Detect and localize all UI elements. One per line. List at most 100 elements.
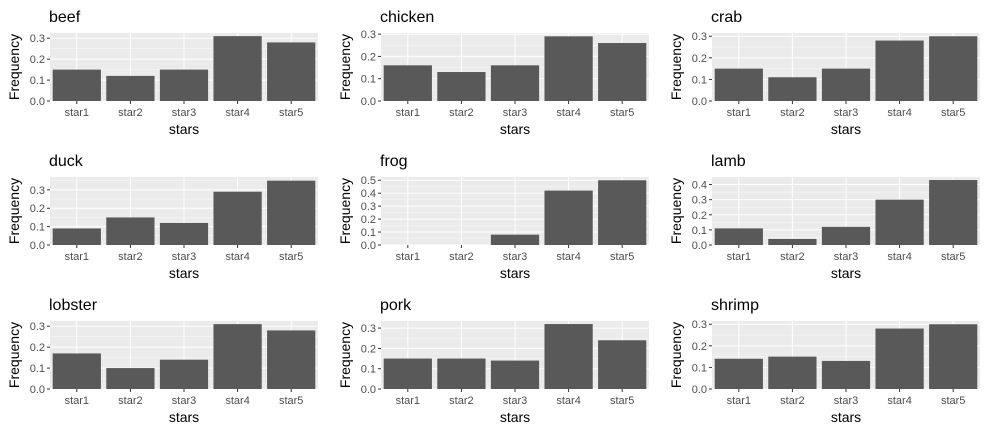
y-axis-title: Frequency [668,34,684,100]
y-tick-label: 0.1 [30,363,45,375]
bar-star4 [875,40,924,101]
bar-star4 [875,328,924,389]
x-tick-label: star3 [503,395,527,407]
y-tick-label: 0.1 [692,225,707,237]
x-tick-label: star1 [727,395,751,407]
bar-star1 [52,69,101,101]
panel-title: lobster [49,297,98,314]
y-tick-label: 0.1 [692,74,707,86]
y-tick-label: 0.0 [361,240,376,252]
bar-star3 [490,234,540,245]
x-tick-label: star4 [556,107,580,119]
bar-star5 [267,330,316,389]
facet-lamb: 0.0 0.1 0.2 0.3 0.4 star1 star2 star3 star4 star5… [668,153,980,281]
bar-star4 [544,36,593,101]
x-tick-label: star5 [610,395,634,407]
x-tick-label: star2 [780,107,804,119]
x-tick-label: star1 [65,395,89,407]
panel-title: crab [711,9,742,26]
x-axis-title: stars [169,265,199,281]
x-tick-label: star5 [610,107,634,119]
x-axis-title: stars [500,409,530,425]
x-tick-label: star4 [887,107,911,119]
bar-star5 [598,340,647,389]
y-tick-label: 0.3 [361,323,376,335]
bar-star2 [768,77,817,101]
x-tick-label: star4 [225,107,249,119]
bar-star3 [821,360,871,389]
bar-star3 [159,222,209,245]
y-axis-title: Frequency [6,34,22,100]
x-tick-label: star1 [396,395,420,407]
y-tick-label: 0.4 [692,180,707,192]
y-tick-label: 0.2 [692,53,707,65]
bar-star4 [544,324,593,389]
facet-chicken: 0.0 0.1 0.2 0.3 star1 star2 star3 star4 star5 sta… [337,9,649,137]
y-tick-label: 0.3 [30,185,45,197]
x-tick-label: star2 [780,251,804,263]
facet-frog: 0.00.10.20.30.40.5 star1 star2 star3 star4 st… [337,153,649,281]
y-tick-label: 0.3 [692,319,707,331]
facet-pork: 0.0 0.1 0.2 0.3 star1 star2 star3 star4 star5 sta… [337,297,649,425]
x-tick-label: star4 [556,251,580,263]
x-tick-label: star2 [449,395,473,407]
y-tick-label: 0.0 [692,240,707,252]
x-tick-label: star5 [941,251,965,263]
x-tick-label: star4 [556,395,580,407]
x-tick-label: star3 [834,251,858,263]
x-tick-label: star5 [279,251,303,263]
x-tick-label: star5 [279,107,303,119]
y-tick-label: 0.3 [692,31,707,43]
bar-star1 [52,228,101,245]
y-tick-label: 0.2 [30,203,45,215]
x-tick-label: star3 [834,395,858,407]
x-axis-title: stars [500,265,530,281]
x-tick-label: star5 [610,251,634,263]
x-tick-label: star3 [834,107,858,119]
bar-star3 [490,65,540,101]
bar-star2 [768,238,817,245]
x-axis-title: stars [500,121,530,137]
y-tick-label: 0.0 [692,96,707,108]
bar-star1 [714,358,763,389]
y-tick-label: 0.3 [30,33,45,45]
y-tick-label: 0.2 [30,54,45,66]
y-tick-label: 0.1 [30,75,45,87]
x-tick-label: star5 [941,107,965,119]
y-axis-title: Frequency [337,34,353,100]
y-tick-label: 0.2 [361,343,376,355]
bar-star1 [383,358,432,389]
bar-star1 [383,65,432,101]
facet-duck: 0.0 0.1 0.2 0.3 star1 star2 star3 star4 star5 sta… [6,153,318,281]
y-axis-title: Frequency [6,322,22,388]
x-tick-label: star4 [887,395,911,407]
bar-star4 [213,324,262,389]
x-axis-title: stars [831,409,861,425]
bar-star3 [159,69,209,101]
x-axis-title: stars [831,121,861,137]
x-tick-label: star4 [887,251,911,263]
y-tick-label: 0.1 [30,222,45,234]
bar-star2 [768,356,817,389]
bar-star5 [598,43,647,101]
bar-star3 [490,360,540,389]
bar-star2 [437,72,486,101]
y-tick-label: 0.0 [692,384,707,396]
bar-star5 [929,36,978,101]
bar-star1 [714,228,763,245]
bar-star1 [52,353,101,389]
y-axis-title: Frequency [668,178,684,244]
y-tick-label: 0.4 [361,188,376,200]
bar-star3 [821,68,871,101]
bar-star2 [437,358,486,389]
y-tick-label: 0.0 [361,384,376,396]
bar-star4 [213,191,262,245]
y-tick-label: 0.1 [361,364,376,376]
panel-title: duck [49,153,84,170]
y-axis-title: Frequency [6,178,22,244]
y-axis-title: Frequency [337,178,353,244]
x-tick-label: star3 [503,251,527,263]
panel-title: lamb [711,153,746,170]
x-tick-label: star2 [449,107,473,119]
